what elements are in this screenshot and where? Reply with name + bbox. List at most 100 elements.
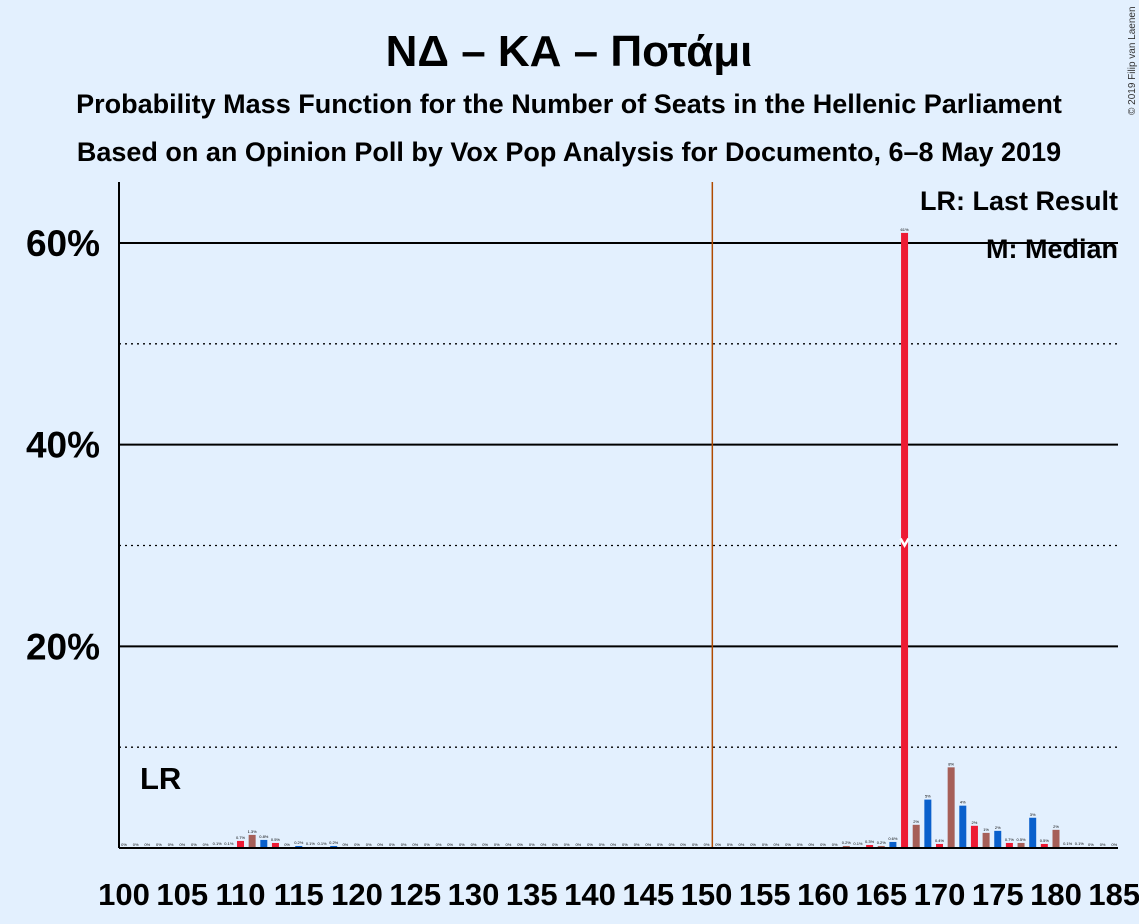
bar-series <box>213 232 1083 848</box>
bar-label-181: 0.1% <box>1063 841 1073 846</box>
bar-label-146: 0% <box>657 842 663 847</box>
reference-lines <box>711 182 910 848</box>
bar-label-136: 0% <box>541 842 547 847</box>
bar-label-176: 0.7% <box>1005 837 1015 842</box>
bar-label-121: 0% <box>366 842 372 847</box>
bar-label-144: 0% <box>634 842 640 847</box>
bar-180 <box>1052 829 1060 848</box>
bar-label-183: 0% <box>1088 842 1094 847</box>
bar-label-172: 4% <box>960 800 966 805</box>
bar-label-111: 1.3% <box>248 829 258 834</box>
bar-label-139: 0% <box>575 842 581 847</box>
bar-label-177: 0.5% <box>1016 837 1026 842</box>
bar-175 <box>994 830 1002 848</box>
bar-164 <box>866 844 874 848</box>
bar-174 <box>982 832 990 848</box>
x-tick-170: 170 <box>914 877 966 912</box>
bar-177 <box>1017 842 1025 848</box>
y-tick-20: 20% <box>26 626 100 667</box>
x-tick-185: 185 <box>1088 877 1139 912</box>
bar-label-158: 0% <box>797 842 803 847</box>
bar-label-101: 0% <box>133 842 139 847</box>
bar-label-142: 0% <box>610 842 616 847</box>
bar-label-159: 0% <box>808 842 814 847</box>
bar-label-149: 0% <box>692 842 698 847</box>
bar-label-127: 0% <box>436 842 442 847</box>
bar-178 <box>1029 817 1037 848</box>
bar-118 <box>330 845 338 848</box>
bar-label-118: 0.2% <box>329 840 339 845</box>
bar-label-122: 0% <box>377 842 383 847</box>
bar-label-135: 0% <box>529 842 535 847</box>
bar-label-169: 5% <box>925 794 931 799</box>
bar-label-106: 0% <box>191 842 197 847</box>
bar-167 <box>901 232 909 848</box>
bar-label-134: 0% <box>517 842 523 847</box>
bar-162 <box>842 845 850 848</box>
x-tick-115: 115 <box>274 877 324 912</box>
bar-label-107: 0% <box>203 842 209 847</box>
bar-label-163: 0.1% <box>853 841 863 846</box>
bar-label-162: 0.2% <box>842 840 852 845</box>
bar-179 <box>1040 843 1048 848</box>
x-tick-175: 175 <box>972 877 1024 912</box>
bar-label-175: 2% <box>995 825 1001 830</box>
gridlines <box>119 242 1118 748</box>
x-tick-155: 155 <box>739 877 791 912</box>
bar-label-179: 0.5% <box>1040 838 1050 843</box>
bar-label-145: 0% <box>645 842 651 847</box>
bar-label-165: 0.2% <box>877 840 887 845</box>
y-tick-labels: 20% 40% 60% <box>26 223 100 667</box>
bar-label-155: 0% <box>762 842 768 847</box>
bar-label-100: 0% <box>121 842 127 847</box>
x-tick-140: 140 <box>564 877 616 912</box>
bar-label-185: 0% <box>1111 842 1117 847</box>
y-tick-40: 40% <box>26 425 100 466</box>
bar-label-108: 0.1% <box>213 841 223 846</box>
bar-label-184: 0% <box>1100 842 1106 847</box>
bar-label-102: 0% <box>144 842 150 847</box>
legend-median: M: Median <box>986 234 1118 264</box>
bar-label-156: 0% <box>774 842 780 847</box>
bar-label-119: 0% <box>342 842 348 847</box>
bar-label-103: 0% <box>156 842 162 847</box>
bar-label-140: 0% <box>587 842 593 847</box>
bar-label-166: 0.6% <box>888 836 898 841</box>
x-tick-100: 100 <box>98 877 150 912</box>
bar-label-120: 0% <box>354 842 360 847</box>
x-tick-130: 130 <box>448 877 500 912</box>
bar-label-113: 0.5% <box>271 837 281 842</box>
bar-label-180: 2% <box>1053 824 1059 829</box>
bar-label-160: 0% <box>820 842 826 847</box>
bar-170 <box>936 843 943 848</box>
bar-label-126: 0% <box>424 842 430 847</box>
legend-last-result: LR: Last Result <box>920 186 1118 216</box>
bar-label-104: 0% <box>168 842 174 847</box>
bar-label-143: 0% <box>622 842 628 847</box>
bar-label-157: 0% <box>785 842 791 847</box>
bar-176 <box>1005 842 1013 848</box>
bar-172 <box>959 805 967 848</box>
bar-label-154: 0% <box>750 842 756 847</box>
bar-label-148: 0% <box>680 842 686 847</box>
bar-166 <box>889 841 897 848</box>
bar-label-151: 0% <box>715 842 721 847</box>
x-tick-110: 110 <box>215 877 265 912</box>
bar-113 <box>271 842 279 848</box>
bar-165 <box>877 845 885 848</box>
bar-label-137: 0% <box>552 842 558 847</box>
bar-label-115: 0.2% <box>294 840 304 845</box>
bar-label-133: 0% <box>506 842 512 847</box>
bar-169 <box>924 799 932 848</box>
x-tick-135: 135 <box>506 877 558 912</box>
bar-110 <box>237 840 244 848</box>
bar-171 <box>947 767 955 848</box>
bar-label-171: 8% <box>948 761 954 766</box>
bar-label-130: 0% <box>471 842 477 847</box>
x-tick-labels: 100 105 110 115 120 125 130 135 140 145 150 155 160 1… <box>98 877 1139 912</box>
bar-label-182: 0.1% <box>1075 841 1085 846</box>
bar-label-153: 0% <box>739 842 745 847</box>
x-tick-105: 105 <box>156 877 208 912</box>
bar-label-147: 0% <box>669 842 675 847</box>
